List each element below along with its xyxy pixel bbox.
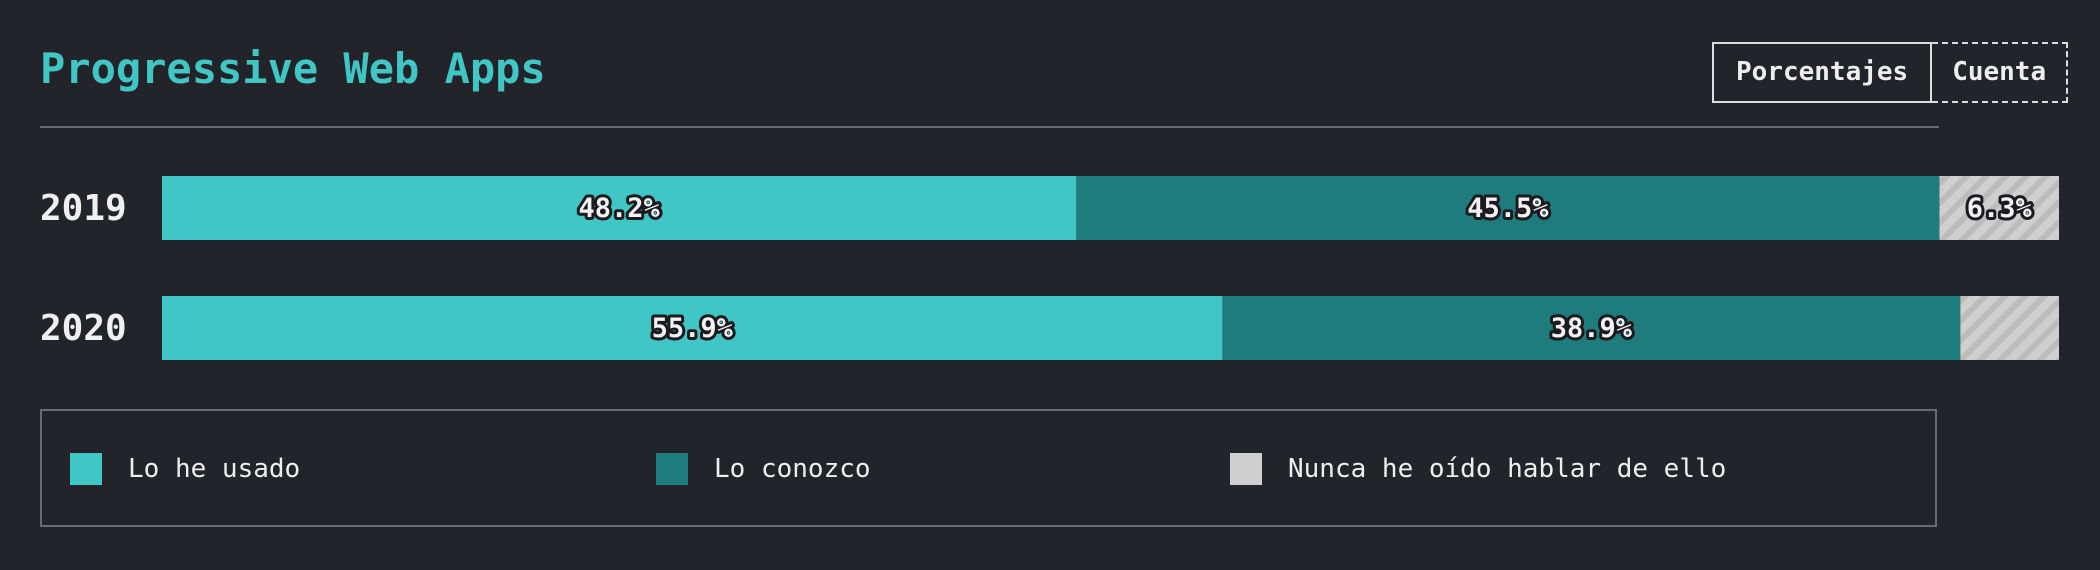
legend-item-never[interactable]: Nunca he oído hablar de ello	[1230, 453, 1726, 485]
legend-label-used: Lo he usado	[128, 454, 301, 484]
chart-title: Progressive Web Apps	[40, 44, 546, 93]
header-divider	[40, 126, 1939, 128]
bar-label-used-2019: 48.2%	[579, 193, 661, 224]
bar-used-2019[interactable]	[162, 176, 1077, 240]
legend-swatch-used	[70, 453, 102, 485]
legend-label-never: Nunca he oído hablar de ello	[1288, 454, 1727, 484]
year-label-2019: 2019	[40, 188, 127, 229]
legend-item-known[interactable]: Lo conozco	[656, 453, 871, 485]
bar-label-never-2019: 6.3%	[1967, 193, 2033, 224]
bar-label-used-2020: 55.9%	[652, 313, 734, 344]
stacked-bar-chart: 2019 48.2% 45.5% 6.3% 2020 55.9% 38.9%	[40, 176, 2059, 360]
bar-never-2020[interactable]	[1960, 296, 2059, 360]
bar-label-known-2020: 38.9%	[1551, 313, 1633, 344]
legend-swatch-known	[656, 453, 688, 485]
units-toggle: Porcentajes Cuenta	[1712, 42, 2069, 103]
bar-known-2019[interactable]	[1076, 176, 1940, 240]
chart-legend: Lo he usado Lo conozco Nunca he oído hab…	[40, 409, 1937, 527]
bar-never-2019[interactable]	[1939, 176, 2059, 240]
legend-swatch-never	[1230, 453, 1262, 485]
percentages-button[interactable]: Porcentajes	[1712, 42, 1933, 103]
bar-known-2020[interactable]	[1222, 296, 1961, 360]
count-button[interactable]: Cuenta	[1932, 42, 2069, 103]
legend-label-known: Lo conozco	[714, 454, 871, 484]
bar-used-2020[interactable]	[162, 296, 1223, 360]
bar-label-known-2019: 45.5%	[1467, 193, 1549, 224]
year-label-2020: 2020	[40, 308, 127, 349]
legend-item-used[interactable]: Lo he usado	[70, 453, 300, 485]
